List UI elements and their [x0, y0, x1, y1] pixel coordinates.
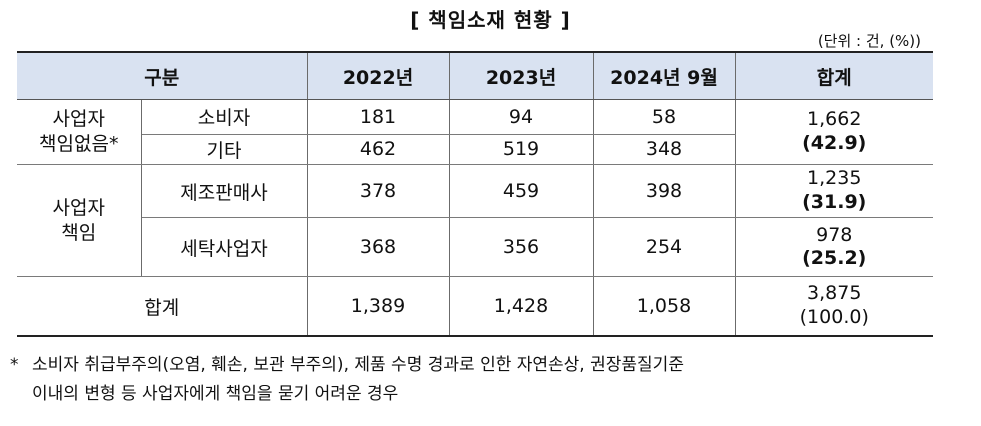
total-percent: (100.0): [799, 306, 869, 329]
cell-value: 356: [448, 217, 594, 278]
cell-value: 1,389: [306, 276, 450, 338]
cell-value: 58: [592, 99, 736, 135]
footnote: * 소비자 취급부주의(오염, 훼손, 보관 부주의), 제품 수명 경과로 인한…: [10, 351, 970, 409]
group-label-business-responsibility: 사업자 책임: [17, 164, 142, 278]
header-year-2024: 2024년 9월: [592, 51, 736, 100]
group-label-line: 책임: [61, 221, 97, 244]
total-count: 3,875: [807, 282, 862, 305]
table-row: 세탁사업자 368 356 254 978 (25.2): [17, 217, 933, 278]
cell-value: 378: [306, 164, 450, 219]
table-title: [ 책임소재 현황 ]: [410, 8, 571, 32]
total-percent: (42.9): [802, 132, 867, 155]
table-row: 사업자 책임없음* 소비자 181 94 58 1,662 (42.9): [17, 98, 933, 166]
cell-value: 368: [306, 217, 450, 278]
row-label: 소비자: [140, 99, 308, 135]
row-label: 기타: [141, 133, 308, 166]
total-percent: (25.2): [802, 247, 867, 270]
total-count: 1,662: [807, 108, 862, 131]
group-label-no-responsibility: 사업자 책임없음*: [17, 98, 142, 166]
header-year-2023: 2023년: [448, 51, 594, 100]
group-label-line: 사업자: [52, 108, 105, 131]
header-year-2022: 2022년: [306, 51, 450, 100]
total-percent: (31.9): [802, 191, 867, 214]
cell-value: 1,428: [448, 276, 594, 338]
cell-value: 181: [306, 99, 450, 135]
footnote-line: 이내의 변형 등 사업자에게 책임을 묻기 어려운 경우: [10, 380, 970, 409]
header-category: 구분: [17, 51, 308, 100]
cell-value: 519: [448, 133, 594, 166]
cell-value: 254: [592, 217, 736, 278]
row-label: 세탁사업자: [141, 217, 308, 278]
sum-label: 합계: [17, 276, 308, 338]
footnote-mark: *: [10, 355, 19, 375]
cell-total: 3,875 (100.0): [734, 276, 933, 338]
cell-total: 1,662 (42.9): [734, 98, 933, 166]
group-label-line: 책임없음*: [39, 133, 119, 156]
unit-note: (단위 : 건, (%)): [817, 32, 921, 50]
total-count: 1,235: [807, 167, 862, 190]
row-label: 제조판매사: [140, 164, 308, 219]
cell-value: 459: [448, 164, 594, 219]
header-total: 합계: [734, 51, 933, 100]
cell-total: 1,235 (31.9): [734, 164, 933, 219]
table-row: 사업자 책임 제조판매사 378 459 398 1,235 (31.9): [17, 164, 933, 278]
group-label-line: 사업자: [52, 197, 105, 220]
footnote-line: * 소비자 취급부주의(오염, 훼손, 보관 부주의), 제품 수명 경과로 인한…: [10, 351, 970, 380]
footnote-text: 이내의 변형 등 사업자에게 책임을 묻기 어려운 경우: [32, 384, 399, 404]
cell-value: 398: [592, 164, 736, 219]
header-row: 구분 2022년 2023년 2024년 9월 합계: [17, 51, 933, 100]
sum-row: 합계 1,389 1,428 1,058 3,875 (100.0): [17, 276, 933, 338]
footnote-text: 소비자 취급부주의(오염, 훼손, 보관 부주의), 제품 수명 경과로 인한 …: [32, 355, 684, 375]
cell-value: 1,058: [592, 276, 736, 338]
total-count: 978: [816, 223, 853, 246]
cell-value: 348: [592, 133, 735, 166]
cell-total: 978 (25.2): [734, 217, 933, 278]
cell-value: 462: [306, 133, 450, 166]
responsibility-table: 구분 2022년 2023년 2024년 9월 합계 사업자 책임없음* 소비자…: [17, 51, 933, 338]
cell-value: 94: [448, 99, 594, 135]
